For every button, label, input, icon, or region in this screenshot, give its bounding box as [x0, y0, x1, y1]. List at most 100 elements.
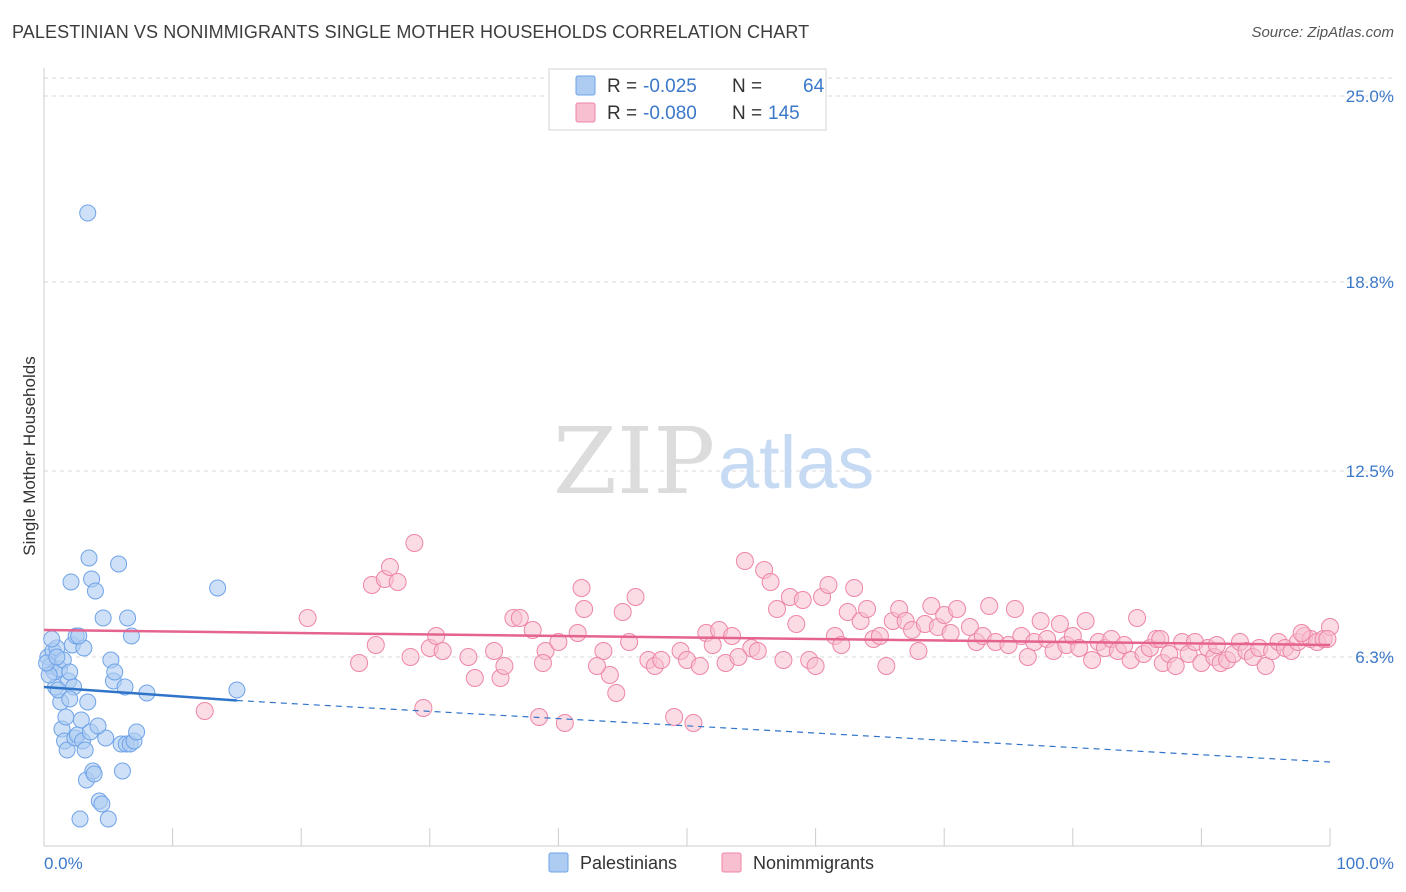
palestinians-points	[38, 204, 246, 828]
palestinians-point	[89, 717, 107, 735]
source-label: Source: ZipAtlas.com	[1251, 24, 1394, 41]
nonimmigrants-point	[1018, 648, 1037, 666]
palestinians-point	[72, 711, 90, 729]
nonimmigrants-point	[1005, 600, 1024, 618]
y-tick-label: 18.8%	[1346, 273, 1394, 292]
nonimmigrants-point	[465, 669, 484, 687]
legend-r-label-2: R =	[607, 103, 637, 124]
nonimmigrants-point	[549, 633, 568, 651]
palestinians-point	[43, 630, 61, 648]
x-tick-label-max: 100.0%	[1336, 854, 1394, 873]
nonimmigrants-point	[652, 651, 671, 669]
legend-r-value-1: -0.025	[643, 76, 697, 97]
nonimmigrants-point	[877, 657, 896, 675]
nonimmigrants-point	[980, 597, 999, 615]
legend-n-value-2: 145	[768, 103, 800, 124]
palestinians-point	[106, 663, 124, 681]
nonimmigrants-point	[1031, 612, 1050, 630]
nonimmigrants-point	[1207, 636, 1226, 654]
nonimmigrants-point	[819, 576, 838, 594]
palestinians-point	[85, 765, 103, 783]
nonimmigrants-point	[510, 609, 529, 627]
palestinians-point	[94, 609, 112, 627]
palestinians-point	[58, 741, 76, 759]
palestinians-point	[61, 690, 79, 708]
nonimmigrants-point	[350, 654, 369, 672]
axis-layer: 6.3% 12.5% 18.8% 25.0%	[43, 68, 1394, 847]
palestinians-point	[119, 609, 137, 627]
palestinians-point	[57, 708, 75, 726]
nonimmigrants-point	[594, 642, 613, 660]
y-tick-label: 25.0%	[1346, 87, 1394, 106]
palestinians-point	[62, 573, 80, 591]
palestinians-point	[128, 723, 146, 741]
nonimmigrants-point	[1256, 657, 1275, 675]
palestinians-point	[86, 582, 104, 600]
nonimmigrants-point	[575, 600, 594, 618]
palestinians-point	[113, 762, 131, 780]
nonimmigrants-point	[832, 636, 851, 654]
nonimmigrants-point	[388, 573, 407, 591]
y-axis-title: Single Mother Households	[20, 356, 39, 555]
nonimmigrants-point	[1076, 612, 1095, 630]
nonimmigrants-point	[380, 558, 399, 576]
nonimmigrants-point	[1083, 651, 1102, 669]
nonimmigrants-point	[195, 702, 214, 720]
nonimmigrants-point	[806, 657, 825, 675]
nonimmigrants-point	[298, 609, 317, 627]
nonimmigrants-point	[1166, 657, 1185, 675]
nonimmigrants-point	[948, 600, 967, 618]
legend-swatch-nonimmigrants	[575, 102, 596, 123]
nonimmigrants-point	[723, 627, 742, 645]
nonimmigrants-point	[729, 648, 748, 666]
nonimmigrants-point	[774, 651, 793, 669]
grid-layer	[44, 77, 1394, 658]
nonimmigrants-point	[787, 615, 806, 633]
palestinians-point	[48, 648, 66, 666]
legend-r-value-2: -0.080	[643, 103, 697, 124]
palestinians-point	[76, 741, 94, 759]
x-tick-label-min: 0.0%	[44, 854, 83, 873]
nonimmigrants-point	[845, 579, 864, 597]
nonimmigrants-point	[433, 642, 452, 660]
nonimmigrants-point	[427, 627, 446, 645]
nonimmigrants-point	[1115, 636, 1134, 654]
palestinians-point	[93, 795, 111, 813]
nonimmigrants-point	[768, 600, 787, 618]
nonimmigrants-point	[495, 657, 514, 675]
nonimmigrants-point	[485, 642, 504, 660]
nonimmigrants-point	[1070, 639, 1089, 657]
bottom-legend-swatch-palestinians	[548, 852, 569, 873]
bottom-legend-swatch-nonimmigrants	[721, 852, 742, 873]
nonimmigrants-point	[405, 534, 424, 552]
nonimmigrants-point	[858, 600, 877, 618]
palestinians-point	[97, 729, 115, 747]
nonimmigrants-trend-line	[43, 628, 1331, 647]
nonimmigrants-point	[684, 714, 703, 732]
palestinians-point	[110, 555, 128, 573]
palestinians-point	[61, 663, 79, 681]
palestinians-point	[70, 627, 88, 645]
nonimmigrants-point	[838, 603, 857, 621]
nonimmigrants-point	[414, 699, 433, 717]
nonimmigrants-point	[703, 636, 722, 654]
palestinians-point	[80, 549, 98, 567]
palestinians-point	[79, 204, 97, 222]
nonimmigrants-point	[870, 627, 889, 645]
watermark-zip: ZIP	[553, 408, 715, 515]
bottom-legend-label-palestinians: Palestinians	[580, 853, 677, 873]
chart-title: PALESTINIAN VS NONIMMIGRANTS SINGLE MOTH…	[12, 22, 810, 42]
palestinians-trend-line	[43, 685, 237, 702]
nonimmigrants-point	[459, 648, 478, 666]
legend-n-label-1: N =	[732, 76, 762, 97]
nonimmigrants-point	[1128, 609, 1147, 627]
nonimmigrants-point	[909, 642, 928, 660]
nonimmigrants-point	[960, 618, 979, 636]
nonimmigrants-point	[607, 684, 626, 702]
y-tick-label: 12.5%	[1346, 462, 1394, 481]
palestinians-point	[49, 681, 67, 699]
nonimmigrants-point	[1050, 615, 1069, 633]
legend-r-label-1: R =	[607, 76, 637, 97]
nonimmigrants-point	[568, 624, 587, 642]
nonimmigrants-point	[600, 666, 619, 684]
